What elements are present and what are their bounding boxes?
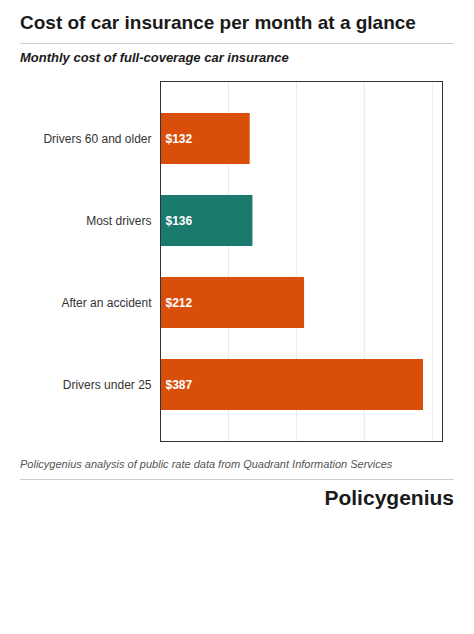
html-text:Cost of car insurance per mont: Cost of car insurance per month at a gla… bbox=[20, 12, 416, 33]
svg-text:Drivers 60 and older: Drivers 60 and older bbox=[43, 132, 151, 146]
svg-text:$132: $132 bbox=[166, 132, 193, 146]
html-text:Policygenius: Policygenius bbox=[324, 486, 454, 510]
svg-text:$387: $387 bbox=[166, 378, 193, 392]
svg-text:Most drivers: Most drivers bbox=[86, 214, 151, 228]
html-text:Monthly cost of full-coverage: Monthly cost of full-coverage car insura… bbox=[20, 49, 289, 65]
svg-text:$136: $136 bbox=[166, 214, 193, 228]
svg-text:After an accident: After an accident bbox=[61, 296, 152, 310]
html-text:Policygenius analysis of publi: Policygenius analysis of public rate dat… bbox=[20, 457, 393, 470]
svg-text:$212: $212 bbox=[166, 296, 193, 310]
svg-text:Drivers under 25: Drivers under 25 bbox=[63, 378, 152, 392]
